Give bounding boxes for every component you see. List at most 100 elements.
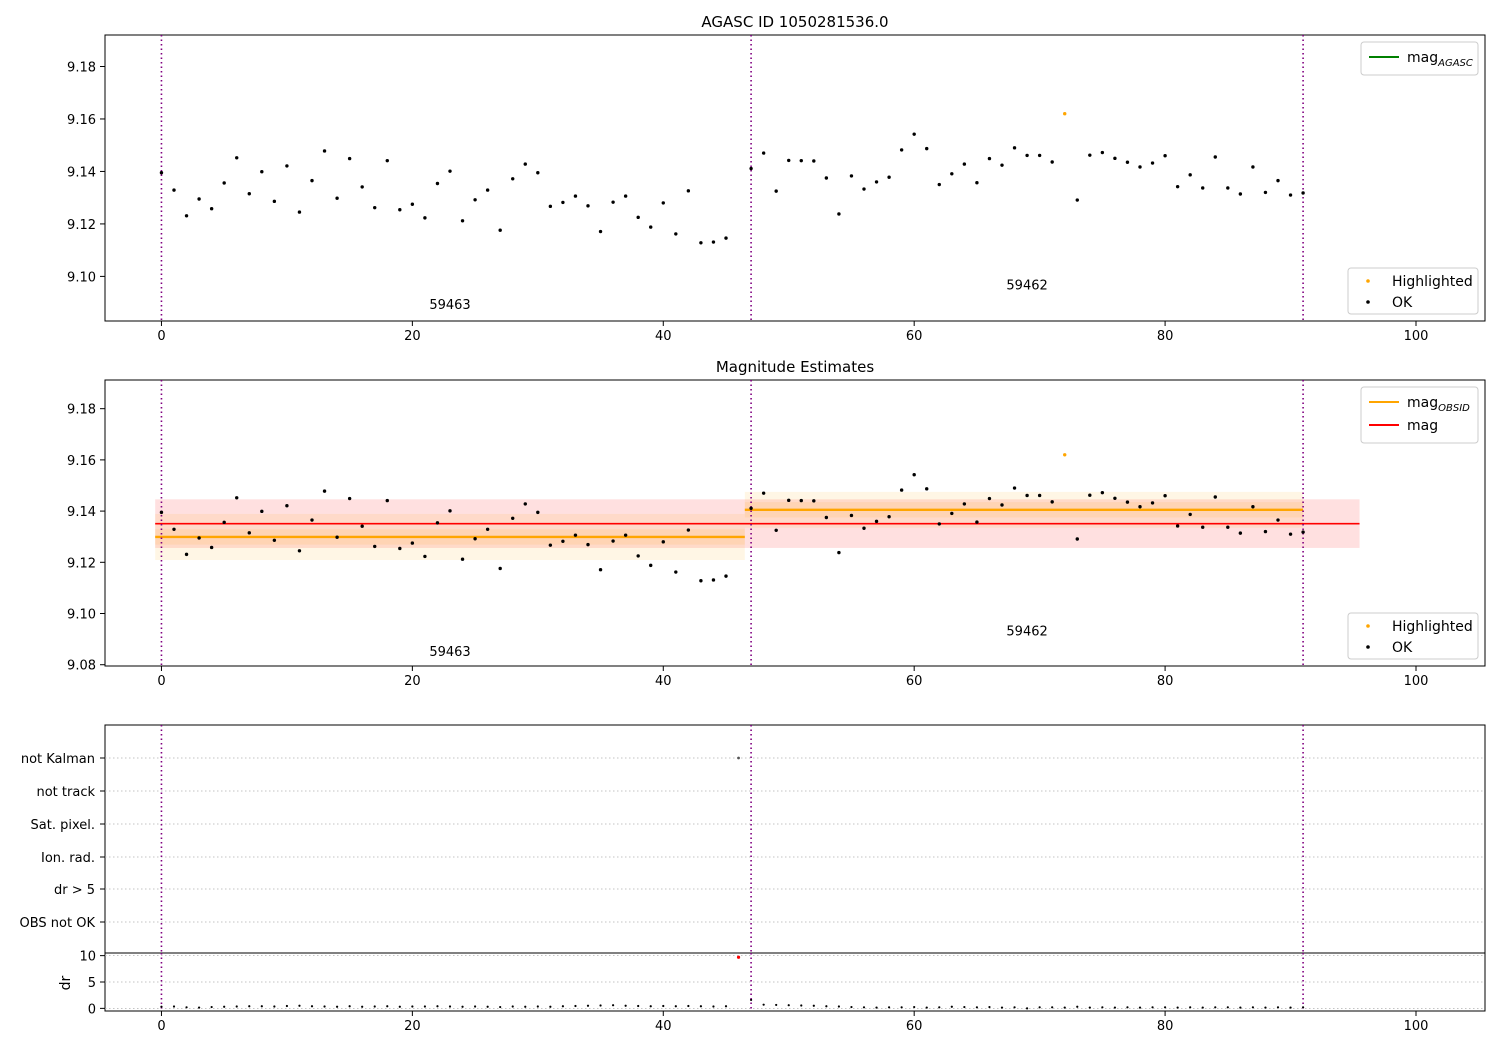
dr-point bbox=[637, 1004, 640, 1008]
dr-point bbox=[875, 1006, 878, 1009]
ok-point bbox=[711, 578, 716, 582]
ok-point bbox=[184, 552, 189, 557]
ok-point bbox=[686, 528, 691, 532]
legend-point-label: Highlighted bbox=[1392, 619, 1473, 635]
x-tick-label: 100 bbox=[1404, 674, 1429, 689]
ok-point bbox=[799, 498, 803, 503]
ok-point bbox=[761, 491, 766, 495]
legend-points: Highlighted OK bbox=[1347, 267, 1479, 315]
ok-point bbox=[1163, 153, 1167, 158]
ok-point bbox=[699, 579, 703, 583]
ok-point bbox=[1025, 493, 1029, 498]
dr-point bbox=[938, 1006, 941, 1009]
dr-point bbox=[310, 1005, 314, 1008]
dr-point bbox=[1113, 1006, 1117, 1009]
ok-point bbox=[925, 146, 929, 151]
ok-point bbox=[849, 174, 854, 178]
ok-point bbox=[172, 188, 176, 192]
ok-point bbox=[272, 538, 277, 542]
ok-point bbox=[209, 206, 214, 211]
obsid-label: 59463 bbox=[429, 645, 470, 660]
dr-point bbox=[323, 1005, 326, 1008]
ok-point bbox=[285, 164, 289, 168]
x-tick-label: 40 bbox=[655, 674, 672, 689]
dr-point bbox=[1101, 1006, 1104, 1009]
ok-point bbox=[498, 566, 502, 571]
ok-point bbox=[598, 229, 603, 234]
highlighted-point bbox=[1063, 453, 1067, 457]
ok-point bbox=[1175, 524, 1180, 528]
flag-category-label: OBS not OK bbox=[20, 916, 96, 931]
ok-point bbox=[159, 171, 164, 175]
ok-point bbox=[1037, 153, 1042, 158]
y-tick-label: 9.16 bbox=[67, 454, 96, 469]
ok-point bbox=[987, 496, 992, 501]
ok-point bbox=[1012, 146, 1017, 150]
ok-point bbox=[774, 189, 778, 193]
ok-point bbox=[209, 545, 214, 550]
ok-point bbox=[373, 544, 377, 549]
ok-point bbox=[1201, 525, 1205, 529]
ok-point bbox=[448, 169, 452, 173]
ok-point bbox=[837, 212, 841, 216]
x-tick-label: 80 bbox=[1157, 329, 1174, 344]
ok-point bbox=[435, 521, 440, 525]
ok-point bbox=[649, 225, 653, 229]
ok-point bbox=[887, 175, 891, 179]
ok-point bbox=[598, 568, 603, 572]
dr-point bbox=[536, 1005, 539, 1008]
ok-point bbox=[523, 162, 527, 166]
dr-point bbox=[762, 1003, 765, 1006]
dr-point bbox=[561, 1005, 565, 1008]
ok-point bbox=[548, 543, 553, 547]
x-tick-label: 80 bbox=[1157, 1019, 1174, 1034]
ok-point bbox=[222, 181, 226, 185]
dr-point bbox=[197, 1006, 201, 1009]
ok-point bbox=[322, 149, 327, 153]
ok-point bbox=[385, 158, 389, 163]
dr-point bbox=[223, 1005, 226, 1008]
dr-point bbox=[950, 1005, 953, 1008]
ok-point bbox=[1075, 537, 1079, 541]
legend-point-swatch bbox=[1366, 624, 1370, 628]
ok-point bbox=[1088, 493, 1092, 497]
ok-point bbox=[1175, 184, 1180, 189]
y-tick-label: 9.12 bbox=[67, 218, 96, 233]
ok-point bbox=[561, 200, 565, 205]
ok-point bbox=[899, 488, 904, 492]
dr-point bbox=[1025, 1007, 1029, 1010]
ok-point bbox=[749, 506, 753, 510]
dr-point bbox=[486, 1005, 489, 1008]
dr-point bbox=[1176, 1006, 1179, 1009]
ok-point bbox=[222, 520, 226, 525]
dr-point bbox=[812, 1004, 815, 1007]
obsid-label: 59462 bbox=[1006, 624, 1047, 639]
ok-point bbox=[686, 189, 691, 193]
ok-point bbox=[460, 219, 465, 223]
ok-point bbox=[159, 510, 164, 515]
dr-point bbox=[448, 1005, 452, 1008]
ok-point bbox=[812, 159, 816, 163]
ok-point bbox=[247, 531, 251, 535]
flag-point bbox=[737, 756, 740, 760]
ok-point bbox=[235, 156, 239, 160]
legend-box bbox=[1347, 612, 1479, 660]
legend-point-swatch bbox=[1366, 645, 1370, 649]
legend-box bbox=[1360, 41, 1479, 76]
ok-point bbox=[1037, 493, 1042, 498]
ok-point bbox=[1138, 165, 1142, 169]
ok-point bbox=[1213, 155, 1217, 159]
ok-point bbox=[1201, 186, 1205, 190]
dr-point bbox=[436, 1005, 439, 1008]
dr-point bbox=[1214, 1006, 1217, 1009]
ok-point bbox=[561, 539, 565, 544]
ok-point bbox=[1263, 529, 1268, 534]
ok-point bbox=[260, 170, 264, 174]
dr-point bbox=[988, 1005, 991, 1009]
dr-point bbox=[913, 1005, 916, 1009]
ok-point bbox=[950, 511, 954, 516]
dr-point bbox=[172, 1005, 176, 1008]
y-tick-label: 9.18 bbox=[67, 60, 96, 75]
dr-point bbox=[724, 1005, 728, 1008]
